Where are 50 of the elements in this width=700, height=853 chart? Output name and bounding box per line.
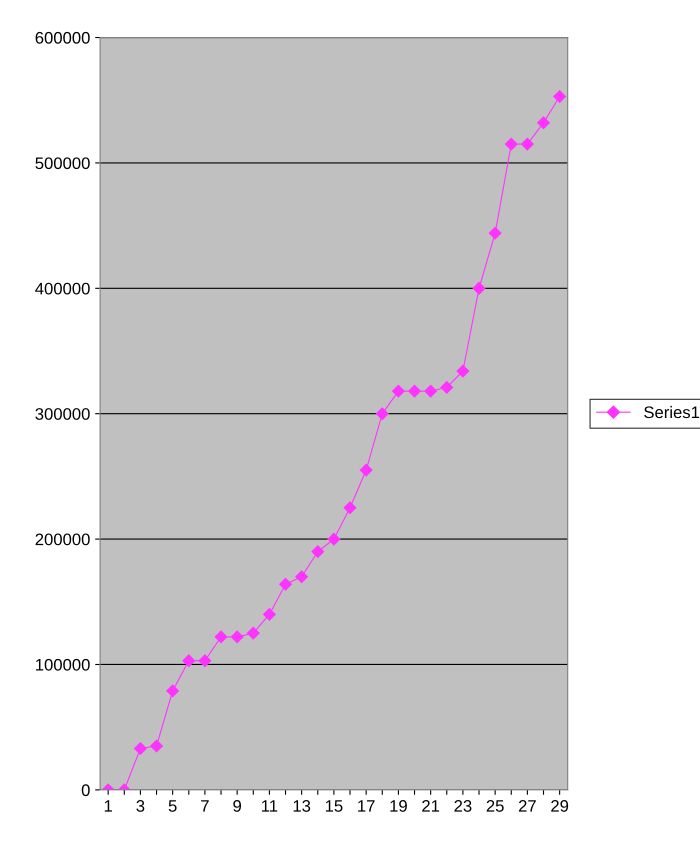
- point: [520, 138, 534, 151]
- y-tick-label: 400000: [35, 282, 90, 295]
- point: [262, 608, 276, 621]
- x-tick-label: 17: [358, 800, 375, 812]
- x-tick-label: 9: [233, 800, 241, 812]
- x-tick-label: 19: [390, 800, 407, 812]
- point: [182, 654, 196, 668]
- x-tick-label: 23: [454, 800, 472, 812]
- x-tick-label: 21: [422, 800, 440, 812]
- point: [150, 740, 163, 752]
- point: [537, 116, 550, 130]
- x-tick-label: 15: [326, 800, 342, 812]
- x-tick-label: 1: [104, 800, 112, 812]
- x-tick-label: 5: [168, 800, 177, 812]
- point: [311, 545, 324, 558]
- point: [504, 138, 518, 151]
- point: [230, 630, 244, 644]
- point: [424, 384, 438, 398]
- x-tick-label: 13: [294, 800, 310, 812]
- point: [392, 384, 405, 398]
- y-tick-label: 200000: [36, 533, 90, 546]
- x-tick-label: 3: [136, 800, 144, 812]
- point: [488, 226, 502, 240]
- y-tick-label: 300000: [35, 408, 90, 420]
- point: [198, 654, 212, 668]
- point: [246, 626, 260, 640]
- point: [295, 570, 308, 584]
- point: [327, 532, 340, 546]
- y-tick-label: 100000: [36, 658, 90, 671]
- x-tick-label: 29: [551, 800, 568, 812]
- point: [360, 464, 373, 477]
- y-tick-label: 500000: [35, 157, 90, 170]
- y-tick-label: 0: [82, 784, 90, 796]
- point: [134, 742, 147, 755]
- point: [456, 364, 470, 378]
- point: [553, 90, 566, 103]
- x-tick-label: 7: [201, 800, 209, 812]
- point: [408, 384, 421, 398]
- point: [472, 282, 486, 295]
- point: [344, 501, 356, 514]
- point: [214, 630, 228, 644]
- point: [279, 578, 292, 591]
- legend-label: Series1: [644, 406, 700, 418]
- point: [376, 407, 389, 420]
- point: [166, 684, 180, 698]
- point: [440, 380, 454, 394]
- x-tick-label: 27: [518, 800, 536, 812]
- x-tick-label: 11: [262, 800, 278, 812]
- y-tick-label: 600000: [36, 32, 90, 44]
- x-tick-label: 25: [486, 800, 504, 812]
